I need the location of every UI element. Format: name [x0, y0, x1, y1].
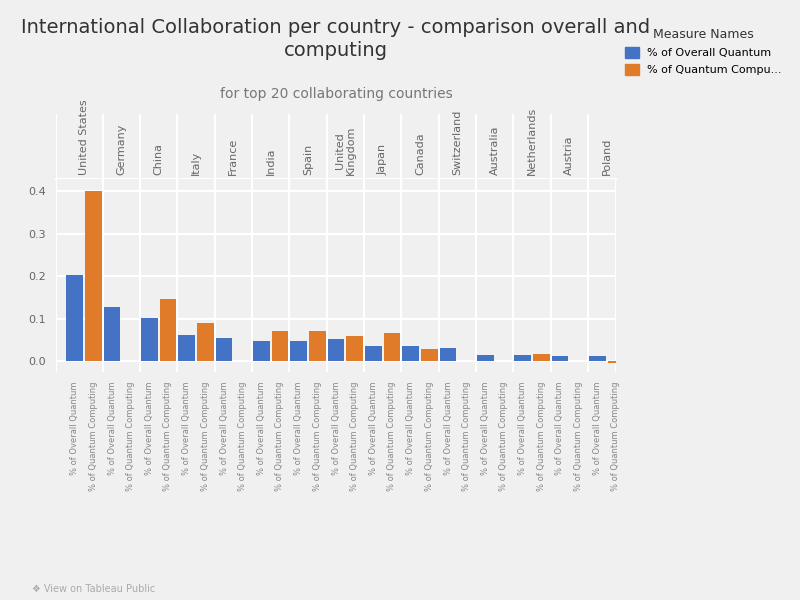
Text: ❖ View on Tableau Public: ❖ View on Tableau Public	[32, 584, 155, 594]
Bar	[477, 355, 494, 361]
Bar	[178, 335, 195, 361]
Text: Switzerland: Switzerland	[452, 110, 462, 175]
Text: United
Kingdom: United Kingdom	[334, 126, 356, 175]
Text: United States: United States	[79, 100, 89, 175]
Legend: % of Overall Quantum, % of Quantum Compu...: % of Overall Quantum, % of Quantum Compu…	[621, 23, 786, 79]
Bar	[141, 319, 158, 361]
Bar	[66, 275, 83, 361]
Bar	[402, 346, 419, 361]
Text: Germany: Germany	[116, 124, 126, 175]
Text: Australia: Australia	[490, 126, 500, 175]
Text: Spain: Spain	[303, 144, 313, 175]
Text: Japan: Japan	[378, 144, 388, 175]
Bar	[533, 354, 550, 361]
Text: China: China	[154, 143, 164, 175]
Bar	[309, 331, 326, 361]
Text: International Collaboration per country - comparison overall and
computing: International Collaboration per country …	[22, 18, 650, 61]
Bar	[608, 361, 624, 364]
Text: Italy: Italy	[191, 151, 201, 175]
Bar	[421, 349, 438, 361]
Bar	[197, 323, 214, 361]
Text: for top 20 collaborating countries: for top 20 collaborating countries	[220, 87, 452, 101]
Bar	[253, 341, 270, 361]
Bar	[346, 336, 363, 361]
Bar	[290, 341, 307, 361]
Bar	[552, 356, 568, 361]
Text: Netherlands: Netherlands	[527, 107, 537, 175]
Bar	[365, 346, 382, 361]
Bar	[384, 333, 400, 361]
Bar	[440, 348, 456, 361]
Text: Poland: Poland	[602, 138, 612, 175]
Bar	[272, 331, 288, 361]
Bar	[216, 338, 232, 361]
Text: Canada: Canada	[415, 133, 425, 175]
Bar	[328, 339, 344, 361]
Text: France: France	[228, 138, 238, 175]
Text: Austria: Austria	[564, 136, 574, 175]
Bar	[514, 355, 531, 361]
Bar	[104, 307, 120, 361]
Bar	[160, 299, 176, 361]
Bar	[85, 191, 102, 361]
Bar	[589, 356, 606, 361]
Text: India: India	[266, 148, 276, 175]
